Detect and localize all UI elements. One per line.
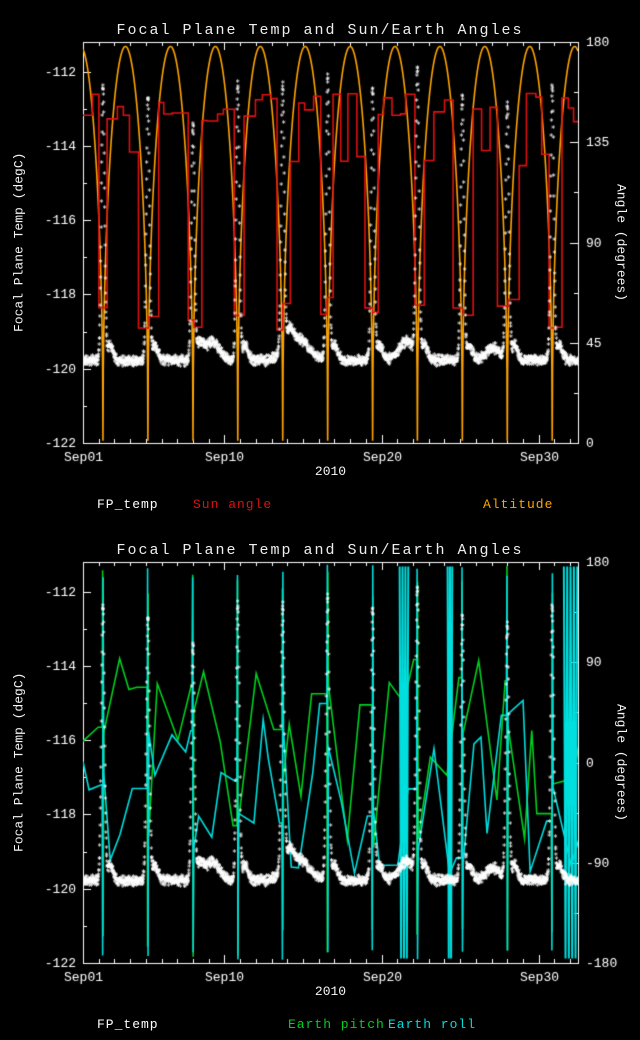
legend: FP_temp Sun angle Altitude (0, 497, 640, 513)
legend: FP_temp Earth pitch Earth roll (0, 1017, 640, 1033)
legend-item-earth-pitch: Earth pitch (288, 1017, 385, 1032)
legend-item-sun-angle: Sun angle (193, 497, 273, 512)
top-chart: Focal Plane Temp and Sun/Earth Angles Fo… (0, 0, 640, 520)
y-axis-label-left: Focal Plane Temp (degC) (11, 152, 27, 333)
legend-item-altitude: Altitude (483, 497, 554, 512)
x-axis-label: 2010 (314, 984, 347, 999)
legend-item-earth-roll: Earth roll (388, 1017, 477, 1032)
bottom-chart-canvas (0, 520, 640, 1040)
legend-item-fp-temp: FP_temp (97, 1017, 159, 1032)
y-axis-label-left: Focal Plane Temp (degC) (11, 672, 27, 853)
y-axis-label-right: Angle (degrees) (613, 183, 629, 302)
top-chart-canvas (0, 0, 640, 520)
legend-item-fp-temp: FP_temp (97, 497, 159, 512)
x-axis-label: 2010 (314, 464, 347, 479)
bottom-chart: Focal Plane Temp and Sun/Earth Angles Fo… (0, 520, 640, 1040)
y-axis-label-right: Angle (degrees) (613, 703, 629, 822)
